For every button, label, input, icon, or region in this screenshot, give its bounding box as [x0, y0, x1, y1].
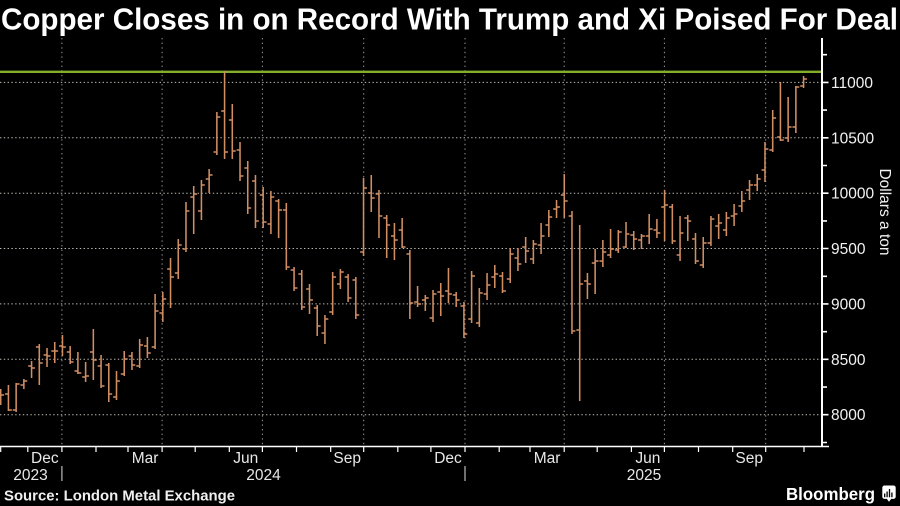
svg-text:Mar: Mar — [534, 450, 561, 467]
svg-text:Mar: Mar — [132, 450, 159, 467]
svg-text:Sep: Sep — [735, 450, 763, 467]
svg-text:Dollars a ton: Dollars a ton — [876, 168, 893, 255]
svg-text:Dec: Dec — [31, 450, 59, 467]
svg-text:2023: 2023 — [13, 467, 47, 484]
svg-text:Sep: Sep — [333, 450, 361, 467]
svg-text:8500: 8500 — [831, 352, 866, 369]
svg-text:Dec: Dec — [434, 450, 462, 467]
svg-text:8000: 8000 — [831, 407, 866, 424]
svg-text:Jun: Jun — [635, 450, 660, 467]
svg-text:Bloomberg: Bloomberg — [786, 484, 875, 504]
svg-text:2024: 2024 — [246, 467, 281, 484]
svg-text:9500: 9500 — [831, 241, 866, 258]
svg-text:11000: 11000 — [831, 75, 873, 92]
svg-text:Source: London Metal Exchange: Source: London Metal Exchange — [4, 489, 235, 505]
svg-text:10000: 10000 — [831, 186, 874, 203]
svg-text:10500: 10500 — [831, 130, 874, 147]
svg-text:2025: 2025 — [627, 467, 661, 484]
svg-text:Copper Closes in on Record Wit: Copper Closes in on Record With Trump an… — [1, 2, 898, 37]
svg-text:9000: 9000 — [831, 296, 866, 313]
svg-text:Jun: Jun — [233, 450, 258, 467]
